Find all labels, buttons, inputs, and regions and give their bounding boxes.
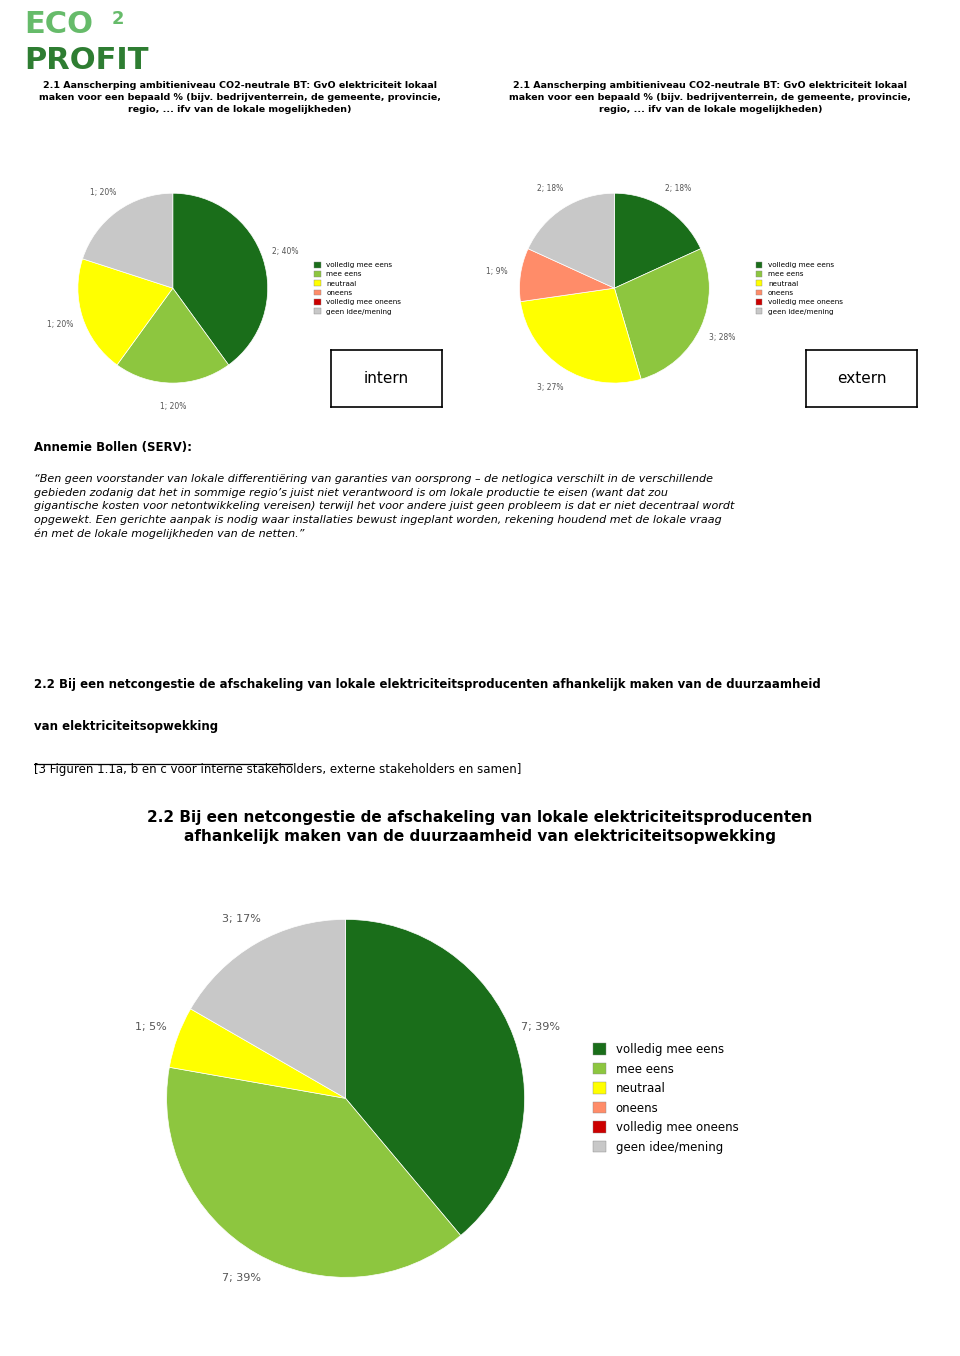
- Text: extern: extern: [837, 370, 886, 386]
- Text: “Ben geen voorstander van lokale differentiëring van garanties van oorsprong – d: “Ben geen voorstander van lokale differe…: [34, 473, 734, 540]
- Wedge shape: [614, 194, 701, 289]
- Text: 2.2 Bij een netcongestie de afschakeling van lokale elektriciteitsproducenten af: 2.2 Bij een netcongestie de afschakeling…: [34, 678, 821, 692]
- Text: 1; 20%: 1; 20%: [159, 403, 186, 411]
- Wedge shape: [191, 919, 346, 1098]
- Wedge shape: [519, 248, 614, 301]
- Wedge shape: [78, 259, 173, 365]
- Text: 2.1 Aanscherping ambitieniveau CO2-neutrale BT: GvO elektriciteit lokaal
maken v: 2.1 Aanscherping ambitieniveau CO2-neutr…: [39, 81, 441, 114]
- Text: 2; 18%: 2; 18%: [538, 184, 564, 193]
- Wedge shape: [173, 194, 268, 365]
- Wedge shape: [83, 194, 173, 289]
- Text: 1; 9%: 1; 9%: [486, 267, 508, 275]
- Wedge shape: [117, 289, 228, 384]
- Text: [3 Figuren 1.1a, b en c voor interne stakeholders, externe stakeholders en samen: [3 Figuren 1.1a, b en c voor interne sta…: [34, 763, 521, 777]
- Text: 3; 17%: 3; 17%: [223, 914, 261, 923]
- Legend: volledig mee eens, mee eens, neutraal, oneens, volledig mee oneens, geen idee/me: volledig mee eens, mee eens, neutraal, o…: [756, 262, 843, 315]
- Text: 1; 20%: 1; 20%: [90, 187, 116, 197]
- Text: 2.1 Aanscherping ambitieniveau CO2-neutrale BT: GvO elektriciteit lokaal
maken v: 2.1 Aanscherping ambitieniveau CO2-neutr…: [510, 81, 911, 114]
- Text: intern: intern: [364, 370, 409, 386]
- Text: PROFIT: PROFIT: [24, 46, 149, 75]
- Text: 2; 18%: 2; 18%: [665, 184, 691, 193]
- Wedge shape: [614, 248, 709, 380]
- Wedge shape: [169, 1009, 346, 1098]
- Legend: volledig mee eens, mee eens, neutraal, oneens, volledig mee oneens, geen idee/me: volledig mee eens, mee eens, neutraal, o…: [314, 262, 401, 315]
- Text: van elektriciteitsopwekking: van elektriciteitsopwekking: [34, 720, 218, 734]
- Text: 3; 27%: 3; 27%: [537, 384, 564, 392]
- Text: 2: 2: [111, 11, 124, 28]
- Wedge shape: [346, 919, 524, 1235]
- Text: Annemie Bollen (SERV):: Annemie Bollen (SERV):: [34, 441, 192, 454]
- Text: 7; 39%: 7; 39%: [223, 1273, 261, 1283]
- Legend: volledig mee eens, mee eens, neutraal, oneens, volledig mee oneens, geen idee/me: volledig mee eens, mee eens, neutraal, o…: [593, 1043, 738, 1154]
- Text: 2; 40%: 2; 40%: [273, 247, 299, 256]
- Text: 3; 28%: 3; 28%: [709, 334, 735, 342]
- Wedge shape: [520, 289, 641, 382]
- Wedge shape: [167, 1067, 461, 1277]
- Wedge shape: [528, 193, 614, 289]
- Text: ECO: ECO: [24, 11, 93, 39]
- Text: 7; 39%: 7; 39%: [521, 1022, 561, 1032]
- Text: 1; 20%: 1; 20%: [47, 320, 73, 330]
- Text: 2.2 Bij een netcongestie de afschakeling van lokale elektriciteitsproducenten
af: 2.2 Bij een netcongestie de afschakeling…: [147, 810, 813, 845]
- Text: 1; 5%: 1; 5%: [134, 1022, 166, 1032]
